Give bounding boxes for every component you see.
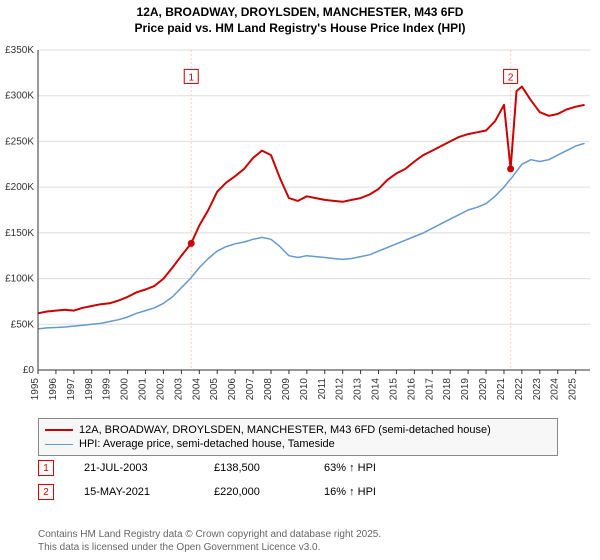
marker-date-1: 21-JUL-2003 — [84, 462, 184, 474]
svg-text:2003: 2003 — [173, 378, 184, 401]
marker-price-2: £220,000 — [214, 486, 294, 498]
svg-text:1998: 1998 — [84, 378, 95, 401]
svg-text:2020: 2020 — [478, 378, 489, 401]
legend-label-1: 12A, BROADWAY, DROYLSDEN, MANCHESTER, M4… — [79, 424, 491, 436]
marker-date-2: 15-MAY-2021 — [84, 486, 184, 498]
svg-text:£350K: £350K — [5, 45, 34, 56]
chart-title: 12A, BROADWAY, DROYLSDEN, MANCHESTER, M4… — [0, 0, 600, 36]
marker-badge-1: 1 — [38, 460, 54, 476]
svg-text:2025: 2025 — [568, 378, 579, 401]
legend-row-1: 12A, BROADWAY, DROYLSDEN, MANCHESTER, M4… — [45, 423, 551, 437]
marker-row-1: 1 21-JUL-2003 £138,500 63% ↑ HPI — [38, 456, 558, 480]
svg-text:1999: 1999 — [102, 378, 113, 401]
svg-text:2008: 2008 — [263, 378, 274, 401]
marker-table: 1 21-JUL-2003 £138,500 63% ↑ HPI 2 15-MA… — [38, 456, 558, 504]
svg-text:2015: 2015 — [388, 378, 399, 401]
legend-box: 12A, BROADWAY, DROYLSDEN, MANCHESTER, M4… — [38, 418, 558, 456]
svg-text:2004: 2004 — [191, 378, 202, 401]
legend-label-2: HPI: Average price, semi-detached house,… — [79, 438, 335, 450]
chart-area: £0 £50K £100K £150K £200K £250K £300K £350K 1995… — [0, 40, 600, 410]
svg-text:£300K: £300K — [5, 91, 34, 102]
svg-text:2023: 2023 — [532, 378, 543, 401]
svg-text:2012: 2012 — [335, 378, 346, 401]
svg-text:1: 1 — [188, 72, 194, 83]
svg-text:2: 2 — [508, 72, 514, 83]
marker-delta-2: 16% ↑ HPI — [324, 486, 376, 498]
svg-text:2011: 2011 — [317, 378, 328, 400]
svg-text:£0: £0 — [23, 365, 35, 376]
svg-text:2016: 2016 — [406, 378, 417, 401]
chart-svg: £0 £50K £100K £150K £200K £250K £300K £350K 1995… — [0, 40, 600, 410]
svg-text:2006: 2006 — [227, 378, 238, 401]
marker-delta-1: 63% ↑ HPI — [324, 462, 376, 474]
chart-container: 12A, BROADWAY, DROYLSDEN, MANCHESTER, M4… — [0, 0, 600, 560]
marker-row-2: 2 15-MAY-2021 £220,000 16% ↑ HPI — [38, 480, 558, 504]
svg-text:2017: 2017 — [424, 378, 435, 401]
svg-text:1997: 1997 — [66, 378, 77, 401]
svg-text:2022: 2022 — [514, 378, 525, 401]
svg-text:2001: 2001 — [138, 378, 149, 401]
svg-text:2014: 2014 — [371, 378, 382, 401]
footer-attribution: Contains HM Land Registry data © Crown c… — [38, 528, 381, 554]
title-line-2: Price paid vs. HM Land Registry's House … — [0, 21, 600, 37]
footer-line-1: Contains HM Land Registry data © Crown c… — [38, 528, 381, 541]
svg-text:£200K: £200K — [5, 182, 34, 193]
title-line-1: 12A, BROADWAY, DROYLSDEN, MANCHESTER, M4… — [0, 5, 600, 21]
svg-text:2005: 2005 — [209, 378, 220, 401]
marker-price-1: £138,500 — [214, 462, 294, 474]
legend-row-2: HPI: Average price, semi-detached house,… — [45, 437, 551, 451]
legend-swatch-2 — [45, 444, 73, 445]
svg-text:2013: 2013 — [353, 378, 364, 401]
marker-badge-2: 2 — [38, 484, 54, 500]
svg-text:£100K: £100K — [5, 274, 34, 285]
footer-line-2: This data is licensed under the Open Gov… — [38, 541, 381, 554]
svg-text:2007: 2007 — [245, 378, 256, 401]
svg-text:£250K: £250K — [5, 136, 34, 147]
svg-text:1996: 1996 — [48, 378, 59, 401]
svg-text:2018: 2018 — [442, 378, 453, 401]
svg-text:2021: 2021 — [496, 378, 507, 401]
svg-text:2002: 2002 — [155, 378, 166, 401]
svg-text:2009: 2009 — [281, 378, 292, 401]
svg-text:£50K: £50K — [11, 319, 35, 330]
legend-swatch-1 — [45, 429, 73, 431]
svg-text:£150K: £150K — [5, 228, 34, 239]
svg-text:2000: 2000 — [120, 378, 131, 401]
svg-text:2010: 2010 — [299, 378, 310, 401]
svg-text:1995: 1995 — [30, 378, 41, 401]
svg-text:2019: 2019 — [460, 378, 471, 401]
svg-text:2024: 2024 — [550, 378, 561, 401]
